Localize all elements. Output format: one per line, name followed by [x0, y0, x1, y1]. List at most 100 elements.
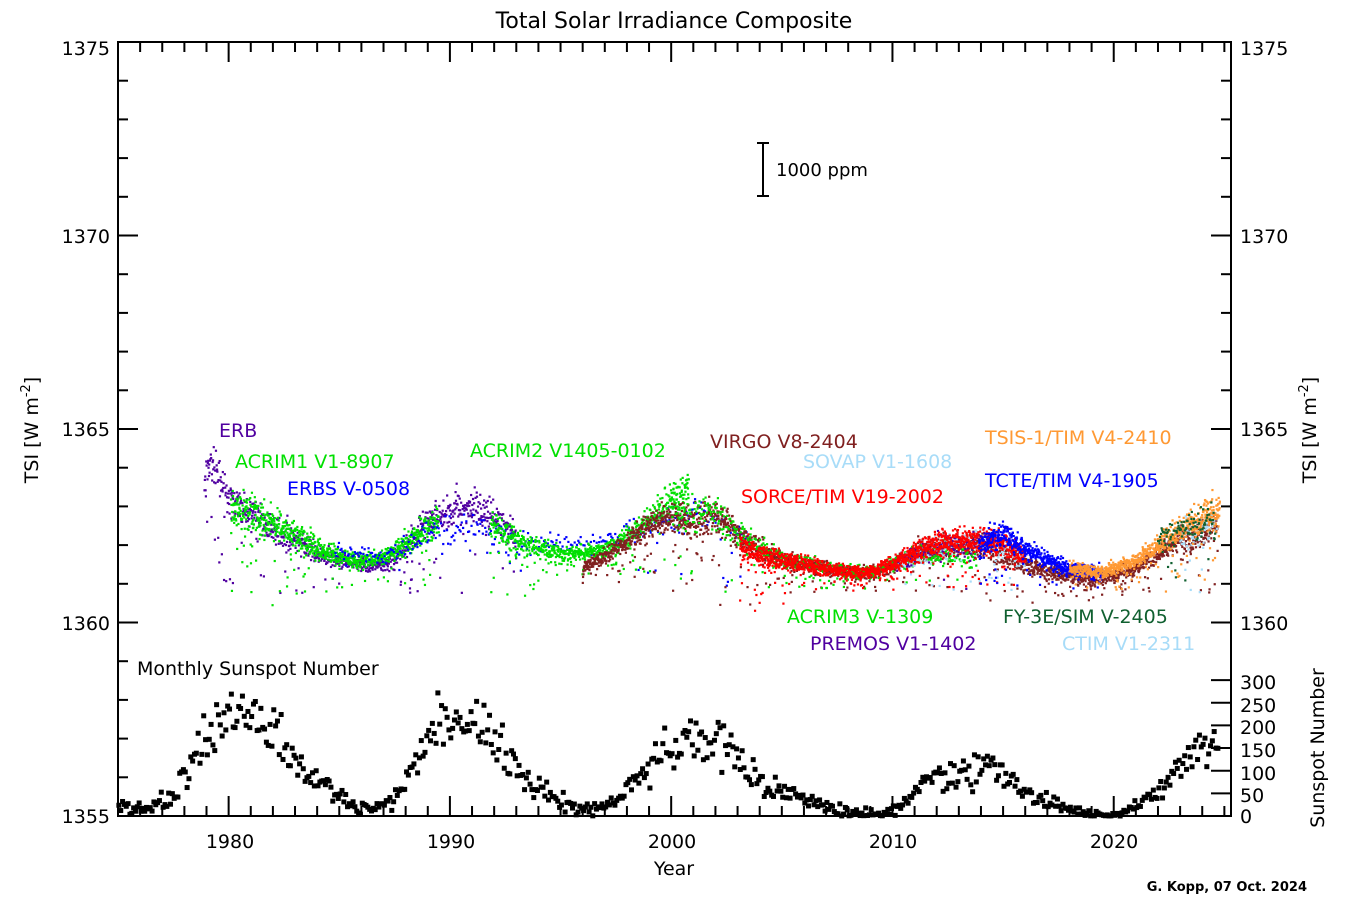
tsi-point [768, 553, 772, 556]
tsi-point [442, 542, 445, 546]
sunspot-point [440, 741, 446, 747]
tsi-point [296, 541, 299, 544]
tsi-point [332, 542, 335, 545]
tsi-point [555, 539, 558, 542]
sunspot-point [457, 714, 463, 720]
tsi-point [823, 560, 826, 563]
tsi-point [614, 532, 617, 536]
tsi-point [586, 550, 589, 553]
tsi-point [317, 542, 320, 545]
tsi-point [685, 525, 688, 528]
tsi-point [426, 535, 429, 539]
sunspot-point [287, 763, 293, 769]
tsi-point [329, 551, 332, 554]
tsi-point [506, 593, 509, 596]
tsi-point [243, 511, 246, 514]
tsi-point [316, 546, 319, 549]
tsi-point [520, 534, 524, 537]
tsi-point [531, 540, 534, 543]
tsi-point [272, 523, 275, 526]
tsi-point [517, 534, 521, 538]
tsi-point [214, 482, 217, 485]
tsi-point [327, 545, 330, 548]
sunspot-point [732, 764, 738, 770]
tsi-point [641, 531, 645, 534]
tsi-point [664, 503, 668, 506]
tsi-point [258, 520, 261, 523]
sunspot-point [446, 727, 452, 733]
tsi-point [509, 534, 513, 538]
tsi-point [604, 547, 607, 551]
tsi-point [687, 493, 690, 496]
sunspot-point [948, 761, 954, 767]
tsi-point [603, 551, 606, 554]
sunspot-point [474, 698, 480, 704]
tsi-point [684, 485, 687, 488]
sunspot-point [306, 773, 312, 779]
sunspot-point [247, 725, 253, 731]
sunspot-point [132, 808, 138, 814]
tsi-point [611, 552, 614, 555]
tsi-point [713, 511, 716, 515]
tsi-point [566, 548, 569, 551]
tsi-point [653, 524, 656, 527]
tsi-point [739, 527, 742, 530]
tsi-point [520, 545, 524, 548]
tsi-point [658, 527, 661, 530]
tsi-point [633, 548, 636, 551]
tsi-point [558, 562, 561, 565]
tsi-point [663, 558, 666, 561]
tsi-point [336, 555, 339, 558]
tsi-point [258, 533, 262, 536]
sunspot-point [204, 752, 210, 758]
tsi-point [664, 527, 667, 530]
tsi-point [275, 524, 278, 527]
tsi-point [582, 566, 586, 570]
tsi-point [604, 555, 607, 558]
tsi-point [636, 531, 639, 535]
tsi-point [401, 552, 404, 555]
tsi-point [346, 554, 349, 557]
sunspot-point [1054, 796, 1060, 802]
sunspot-point [501, 765, 507, 771]
tsi-point [581, 568, 585, 571]
tsi-point [941, 557, 944, 561]
tsi-point [383, 557, 386, 561]
tsi-point [608, 542, 612, 545]
tsi-point [705, 525, 708, 528]
tsi-point [609, 532, 612, 536]
tsi-point [458, 513, 461, 516]
tsi-point [680, 509, 683, 513]
sunspot-point [759, 774, 765, 780]
tsi-point [498, 541, 501, 544]
tsi-point [294, 534, 298, 537]
tsi-point [336, 548, 339, 551]
tsi-point [775, 561, 778, 564]
tsi-point [315, 552, 318, 555]
tsi-point [461, 513, 464, 516]
tsi-point [674, 543, 677, 547]
sunspot-point [588, 804, 594, 810]
tsi-point [506, 524, 509, 527]
tsi-point [725, 517, 728, 521]
tsi-point [366, 561, 369, 564]
tsi-point [296, 528, 299, 531]
tsi-point [683, 493, 686, 496]
tsi-point [468, 504, 471, 507]
tsi-point [496, 531, 499, 534]
sunspot-point [1167, 782, 1173, 788]
tsi-point [640, 522, 643, 526]
tsi-point [608, 547, 611, 550]
tsi-point [642, 567, 645, 570]
sunspot-point [186, 776, 192, 782]
tsi-point [612, 552, 615, 555]
tsi-point [667, 520, 670, 523]
tsi-point [524, 543, 527, 546]
tsi-point [363, 559, 366, 562]
tsi-point [669, 511, 672, 514]
tsi-point [327, 551, 330, 555]
tsi-point [567, 540, 570, 544]
tsi-point [553, 547, 556, 550]
tsi-point [285, 536, 288, 539]
tsi-point [653, 571, 656, 574]
